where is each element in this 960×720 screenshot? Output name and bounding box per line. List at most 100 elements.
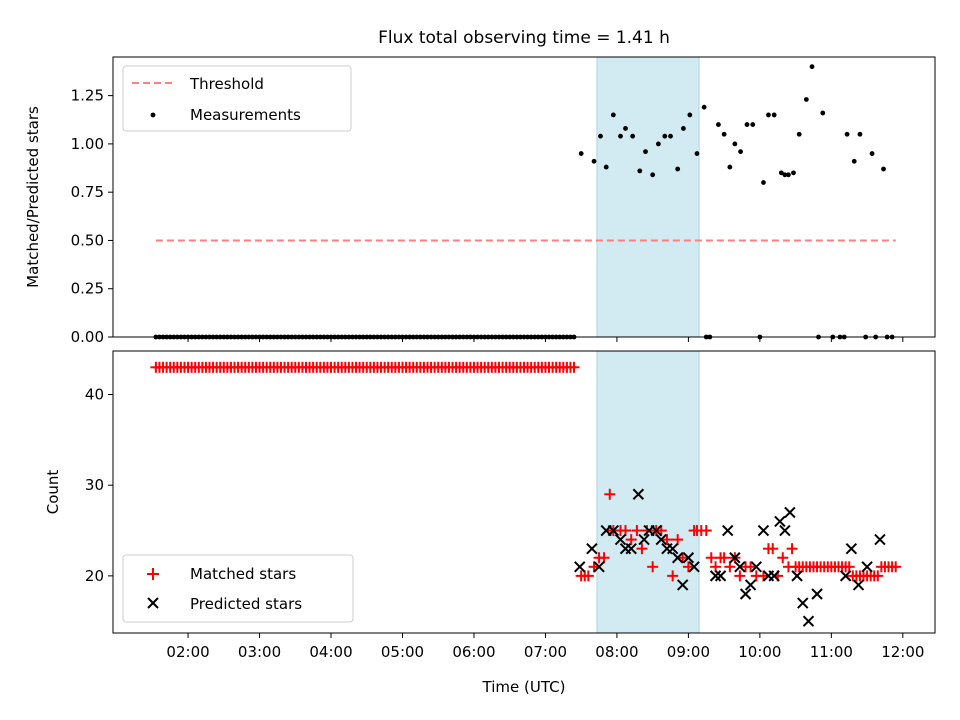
bottom-legend: Matched stars Predicted stars bbox=[122, 554, 354, 623]
measurement-point bbox=[716, 122, 721, 127]
predicted-star-marker bbox=[739, 588, 752, 600]
measurement-point bbox=[578, 151, 584, 156]
measurement-point bbox=[869, 151, 875, 156]
matched-star-marker bbox=[700, 525, 712, 537]
matched-star-marker bbox=[786, 543, 798, 555]
predicted-star-marker bbox=[791, 570, 803, 582]
chart-title: Flux total observing time = 1.41 h bbox=[378, 28, 670, 48]
predicted-star-marker bbox=[734, 561, 746, 573]
predicted-star-marker bbox=[638, 533, 650, 546]
matched-star-marker bbox=[582, 570, 594, 582]
measurement-point bbox=[796, 131, 802, 137]
matched-star-marker bbox=[568, 361, 580, 373]
predicted-star-marker bbox=[757, 524, 770, 537]
matched-star-marker bbox=[672, 534, 684, 546]
measurement-point bbox=[668, 133, 673, 139]
predicted-star-marker bbox=[632, 488, 645, 500]
measurement-point bbox=[675, 166, 681, 172]
predicted-star-marker bbox=[797, 597, 809, 609]
measurement-point bbox=[771, 112, 777, 118]
predicted-star-marker bbox=[722, 524, 734, 537]
predicted-star-marker bbox=[784, 506, 796, 519]
bottom-panel-frame bbox=[112, 350, 936, 634]
predicted-star-marker bbox=[729, 552, 741, 564]
measurement-point bbox=[750, 122, 756, 127]
matched-star-marker bbox=[710, 561, 722, 573]
matched-star-marker bbox=[636, 543, 648, 555]
bottom-ytick-label: 20 bbox=[85, 567, 104, 585]
bottom-ytick-label: 40 bbox=[85, 386, 104, 404]
bottom-ytick-label: 30 bbox=[85, 476, 104, 494]
measurement-point bbox=[721, 131, 727, 137]
measurement-point bbox=[618, 133, 623, 139]
top-ytick-label: 0.50 bbox=[71, 231, 104, 249]
measurement-point bbox=[881, 166, 886, 172]
predicted-star-marker bbox=[774, 515, 786, 528]
matched-star-marker bbox=[647, 561, 659, 573]
legend-threshold-label: Threshold bbox=[189, 75, 264, 93]
measurement-point bbox=[738, 149, 743, 155]
matched-star-marker bbox=[682, 561, 694, 573]
matched-star-marker bbox=[724, 561, 736, 573]
measurement-point bbox=[603, 164, 609, 170]
measurement-point bbox=[844, 131, 850, 137]
bottom-xtick-label: 05:00 bbox=[381, 643, 424, 661]
bottom-panel: 20 30 40 02:00 03:00 04:00 05:00 06:00 07:00 08:0… bbox=[44, 350, 936, 696]
matched-star-marker bbox=[745, 561, 757, 573]
predicted-star-marker bbox=[671, 552, 684, 564]
predicted-star-marker bbox=[593, 561, 605, 573]
measurement-point bbox=[778, 170, 784, 176]
measurement-point bbox=[623, 126, 628, 131]
measurement-point bbox=[680, 126, 686, 131]
matched-star-marker bbox=[843, 561, 855, 573]
measurement-point bbox=[782, 172, 788, 178]
measurement-point bbox=[727, 164, 733, 170]
x-axis-label: Time (UTC) bbox=[482, 678, 566, 696]
bottom-panel-axes: 20 30 40 02:00 03:00 04:00 05:00 06:00 07:00 08:0… bbox=[85, 386, 925, 661]
measurement-point bbox=[744, 122, 750, 127]
matched-star-marker bbox=[625, 534, 637, 546]
bottom-panel-ylabel: Count bbox=[44, 470, 62, 515]
predicted-star-marker bbox=[682, 552, 695, 564]
bottom-panel-marks bbox=[150, 361, 902, 627]
predicted-star-marker bbox=[852, 579, 865, 591]
top-panel-axes: 0.00 0.25 0.50 0.75 1.00 1.25 bbox=[71, 87, 904, 346]
legend-measurements-swatch bbox=[150, 112, 156, 118]
predicted-star-marker bbox=[709, 570, 722, 582]
matched-star-marker bbox=[705, 552, 717, 564]
measurement-point bbox=[694, 151, 700, 156]
legend-matched-label: Matched stars bbox=[190, 565, 296, 583]
top-ytick-label: 1.25 bbox=[71, 87, 104, 105]
predicted-star-marker bbox=[650, 524, 662, 537]
measurement-point bbox=[650, 172, 656, 178]
predicted-star-marker bbox=[688, 561, 700, 573]
predicted-star-marker bbox=[768, 570, 780, 582]
bottom-xtick-label: 12:00 bbox=[881, 643, 924, 661]
matched-star-marker bbox=[604, 488, 616, 500]
top-ytick-label: 0.25 bbox=[71, 280, 104, 298]
measurement-point bbox=[662, 133, 668, 139]
measurement-point bbox=[803, 97, 809, 102]
top-ytick-label: 1.00 bbox=[71, 135, 104, 153]
bottom-xtick-label: 10:00 bbox=[738, 643, 781, 661]
legend-predicted-swatch bbox=[147, 597, 159, 609]
predicted-star-marker bbox=[625, 542, 637, 555]
top-panel: 0.00 0.25 0.50 0.75 1.00 1.25 Matched/Predict… bbox=[24, 56, 936, 346]
measurement-point bbox=[643, 149, 648, 155]
top-panel-ylabel: Matched/Predicted stars bbox=[24, 106, 42, 288]
predicted-star-marker bbox=[811, 588, 823, 600]
top-panel-frame bbox=[112, 56, 936, 338]
predicted-star-marker bbox=[750, 561, 763, 573]
legend-matched-swatch bbox=[147, 568, 159, 580]
bottom-xtick-label: 08:00 bbox=[595, 643, 638, 661]
top-legend: Threshold Measurements bbox=[122, 65, 352, 132]
matched-star-marker bbox=[767, 543, 779, 555]
matched-star-marker bbox=[631, 525, 643, 537]
measurement-point bbox=[610, 112, 616, 118]
legend-predicted-label: Predicted stars bbox=[190, 595, 302, 613]
bottom-xtick-label: 07:00 bbox=[524, 643, 567, 661]
predicted-star-marker bbox=[655, 533, 667, 546]
matched-star-marker bbox=[667, 570, 679, 582]
predicted-star-marker bbox=[861, 561, 873, 573]
